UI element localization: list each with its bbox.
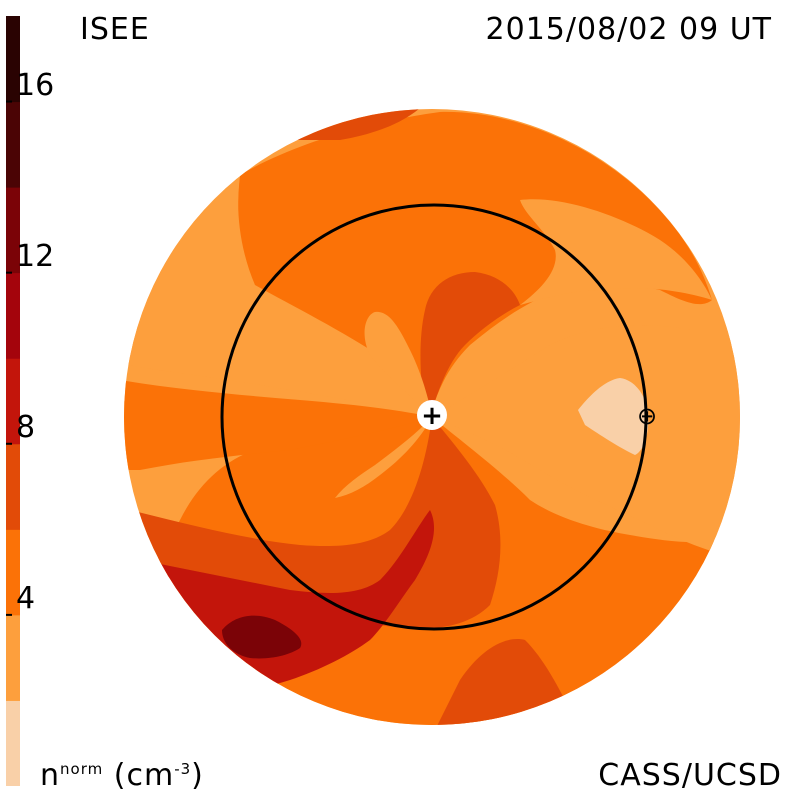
sun-marker [417,400,447,430]
colorbar-band [6,614,20,701]
colorbar-band [6,101,20,188]
colorbar-band [6,529,20,616]
colorbar-tick-label: 16 [16,67,55,103]
sun-icon: + [421,401,443,431]
colorbar-band [6,272,20,359]
datetime-label: 2015/08/02 09 UT [485,12,772,47]
colorbar-band [6,187,20,274]
region-northeast-light [520,199,712,305]
earth-orbit [220,203,648,631]
earth-icon: ⊕ [637,402,657,430]
colorbar-tick-label: 4 [16,580,36,616]
unit-exponent: -3 [174,760,192,778]
region-earth-light-patch [578,378,649,455]
region-north-top-dark [295,109,420,140]
unit-close: ) [191,758,204,793]
colorbar-tick-label: 8 [16,409,36,445]
unit-symbol: n [40,758,61,793]
region-north-dark-arm [420,272,520,410]
region-southwest-darkest [222,615,302,659]
colorbar-band [6,443,20,530]
region-north-orange [238,111,712,410]
colorbar-band [6,358,20,445]
region-center-light-south [335,417,432,498]
observatory-label: ISEE [80,12,150,47]
region-west-orange [124,380,432,470]
unit-superscript: norm [60,760,104,778]
colorbar-band [6,700,20,786]
credit-label: CASS/UCSD [598,758,782,793]
density-colorbar [6,16,20,786]
colorbar-band [6,16,20,103]
region-east-light [432,325,740,560]
region-center-light-north [364,311,432,417]
colorbar-tick-label: 12 [16,238,55,274]
unit-open: (cm [113,758,175,793]
colorbar-unit-label: nnorm (cm-3) [40,758,204,793]
